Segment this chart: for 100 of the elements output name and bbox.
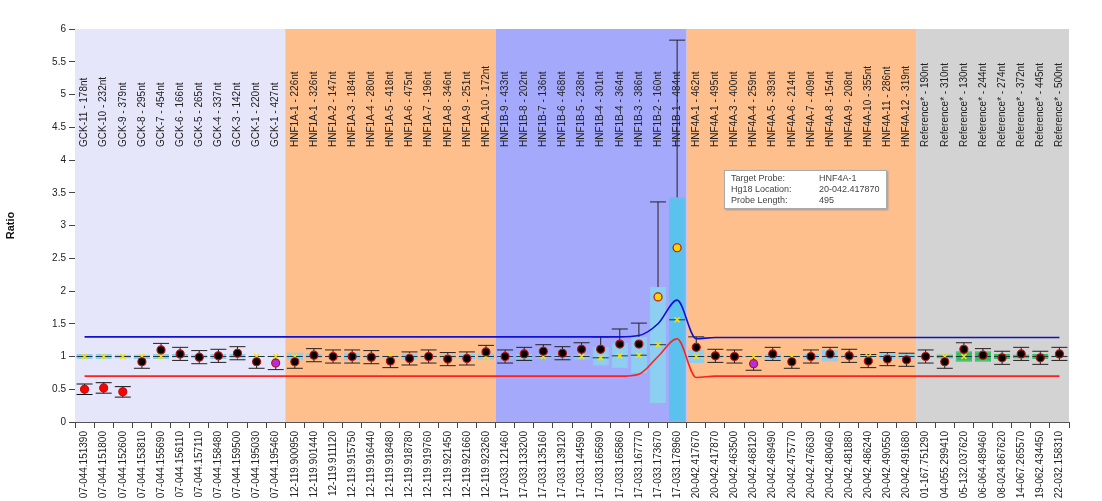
point [653, 292, 663, 302]
x-tick-label: 20-042.463500 [728, 430, 740, 499]
annotation: GCK-1 - 220nt [250, 82, 262, 147]
point [519, 349, 529, 359]
x-tick-label: 07-044.156110 [173, 430, 185, 498]
x-tick-label: 07-044.153810 [135, 430, 147, 499]
annotation: GCK-11 - 178nt [78, 77, 90, 147]
x-tick-label: 17-033.167770 [632, 430, 644, 499]
x-tick-label: 20-042.417870 [709, 430, 721, 499]
annotation: Reference* - 244nt [976, 62, 988, 147]
point [787, 357, 797, 367]
annotation: HNF1A-5 - 418nt [384, 71, 396, 147]
x-tick-label: 20-042.486240 [862, 430, 874, 499]
point [366, 352, 376, 362]
annotation: HNF4A-1 - 462nt [690, 71, 701, 147]
point [137, 357, 147, 367]
point [921, 351, 931, 362]
text: Target Probe: HNF4A-1 [731, 173, 857, 183]
annotation: HNF1A-7 - 196nt [422, 71, 434, 147]
annotation: Reference* - 372nt [1014, 62, 1026, 147]
point [385, 356, 395, 366]
x-tick-label: 17-033.144590 [575, 430, 587, 499]
y-tick-label: 1.5 [52, 317, 67, 329]
x-tick-label: 01-167.751290 [919, 430, 931, 499]
annotation: HNF1A-6 - 475nt [403, 71, 415, 147]
annotation: HNF1B-5 - 238nt [575, 71, 587, 147]
point [194, 352, 204, 362]
annotation: HNF4A-11 - 286nt [881, 66, 893, 147]
line-series [83, 338, 1061, 379]
point [710, 351, 720, 361]
point [749, 359, 759, 369]
point [500, 351, 510, 362]
y-tick-label: 0.5 [52, 383, 67, 394]
y-tick-label: 3 [60, 219, 67, 231]
point [252, 357, 262, 367]
annotation: GCK-3 - 142nt [231, 82, 243, 147]
x-tick-label: 07-044.158480 [212, 430, 224, 499]
point [959, 344, 969, 354]
x-tick-label: 17-033.178960 [670, 430, 682, 499]
annotation: Reference* - 190nt [919, 62, 931, 147]
x-tick-label: 07-044.157110 [193, 430, 204, 498]
x-tick-label: 20-042.417670 [690, 430, 701, 499]
x-tick-label: 17-033.139120 [556, 430, 568, 499]
x-tick-label: 12-119.918780 [403, 430, 415, 498]
annotation: HNF1A-2 - 147nt [326, 71, 338, 147]
point [940, 357, 950, 367]
annotation: Reference* - 274nt [995, 62, 1007, 147]
point [175, 349, 185, 359]
annotation: GCK-4 - 337nt [212, 82, 224, 147]
point [424, 351, 434, 362]
annotation: HNF4A-7 - 409nt [804, 71, 816, 147]
point [1016, 349, 1026, 359]
annotation: HNF4A-6 - 214nt [785, 71, 797, 147]
annotation: HNF4A-5 - 393nt [766, 71, 778, 147]
point [538, 346, 548, 356]
x-tick-label: 12-119.916440 [365, 430, 377, 498]
annotation: HNF4A-9 - 208nt [842, 71, 854, 147]
x-tick-label: 12-119.901440 [307, 430, 319, 498]
x-tick-label: 14-067.265570 [1014, 430, 1026, 499]
point [309, 350, 319, 360]
annotation: HNF1B-1 - 484nt [670, 71, 682, 147]
annotation: Reference* - 310nt [938, 62, 950, 147]
x-tick-label: 17-033.135160 [537, 430, 549, 499]
x-tick-label: 05-132.037620 [957, 430, 969, 499]
x-tick-label: 20-042.476630 [804, 430, 816, 499]
x-tick-label: 20-042.468120 [747, 430, 759, 499]
x-tick-label: 07-044.195460 [269, 430, 281, 499]
x-tick-label: 12-119.911120 [326, 430, 338, 497]
x-tick-label: 20-042.480460 [823, 430, 835, 499]
point [997, 353, 1007, 363]
point [443, 354, 453, 364]
annotation: HNF1B-8 - 202nt [517, 71, 529, 147]
x-tick-label: 20-042.490550 [881, 430, 893, 499]
annotation: Reference* - 130nt [957, 62, 969, 147]
point [290, 357, 300, 367]
point [462, 353, 472, 364]
annotation: GCK-5 - 265nt [193, 82, 204, 147]
point [634, 339, 644, 349]
x-tick-label: 07-044.155690 [154, 430, 166, 499]
annotation: GCK-6 - 166nt [173, 82, 185, 147]
annotation: HNF4A-12 - 319nt [900, 65, 912, 147]
point [844, 351, 854, 361]
annotation: HNF1A-8 - 346nt [441, 71, 453, 147]
annotation: HNF1A-1 - 226nt [288, 71, 300, 147]
point [1054, 349, 1065, 359]
y-tick-label: 5 [60, 88, 67, 100]
point [156, 345, 166, 355]
annotation: HNF1A-3 - 184nt [345, 71, 357, 147]
x-tick-label: 07-044.152600 [116, 430, 128, 499]
annotation: GCK-10 - 232nt [97, 76, 109, 147]
x-tick-label: 17-033.173670 [651, 430, 663, 499]
x-tick-label: 04-055.299410 [938, 430, 950, 499]
x-tick-label: 07-044.151800 [97, 430, 109, 499]
point [863, 356, 873, 366]
x-tick-label: 17-033.165690 [594, 430, 606, 499]
annotation: GCK-9 - 379nt [116, 82, 128, 147]
y-tick-label: 2 [60, 284, 67, 296]
y-tick-label: 2.5 [52, 252, 67, 263]
annotation: GCK-1 - 427nt [269, 82, 281, 147]
text: Probe Length: 495 [731, 195, 835, 205]
